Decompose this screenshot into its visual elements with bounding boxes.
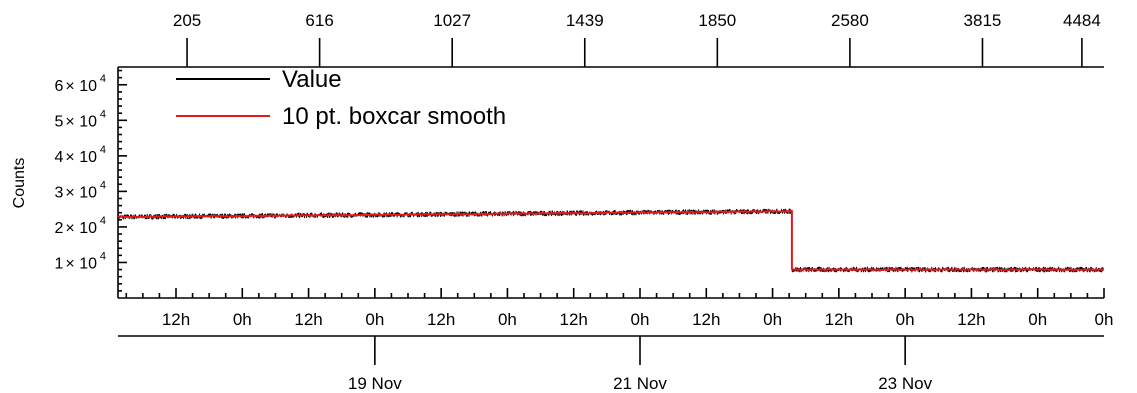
top-tick-label: 616 — [305, 11, 333, 30]
x-tick-label: 12h — [162, 310, 190, 329]
y-tick-label: 6 × 10 — [55, 78, 98, 95]
date-tick-label: 21 Nov — [613, 374, 667, 393]
y-tick-label: 5 × 10 — [55, 113, 98, 130]
series-line-value — [117, 208, 1104, 273]
top-tick-label: 205 — [173, 11, 201, 30]
top-tick-label: 3815 — [964, 11, 1002, 30]
y-tick-exponent: 4 — [100, 215, 106, 227]
plot-area — [117, 66, 1104, 337]
x-tick-label: 0h — [631, 310, 650, 329]
x-tick-label: 0h — [233, 310, 252, 329]
top-tick-label: 1850 — [698, 11, 736, 30]
legend-label: Value — [282, 66, 342, 93]
y-tick-exponent: 4 — [100, 250, 106, 262]
y-tick-exponent: 4 — [100, 144, 106, 156]
x-tick-label: 0h — [1028, 310, 1047, 329]
axes-layer: 12h 0h 12h 0h 12h 0h 12h 0h 12h 0h 12h 0h 12h 0h 0h 19 … — [55, 11, 1114, 393]
series-line-smooth — [117, 209, 1105, 272]
x-tick-label: 12h — [692, 310, 720, 329]
series-layer — [117, 208, 1105, 273]
date-tick-label: 19 Nov — [348, 374, 402, 393]
x-tick-label: 0h — [498, 310, 517, 329]
y-tick-label: 4 × 10 — [55, 149, 98, 166]
y-tick-exponent: 4 — [100, 108, 106, 120]
x-tick-label: 12h — [825, 310, 853, 329]
y-tick-exponent: 4 — [100, 179, 106, 191]
x-tick-label: 0h — [365, 310, 384, 329]
top-tick-label: 2580 — [831, 11, 869, 30]
y-tick-label: 1 × 10 — [55, 255, 98, 272]
y-tick-exponent: 4 — [100, 73, 106, 85]
x-tick-label: 12h — [560, 310, 588, 329]
x-tick-label: 12h — [294, 310, 322, 329]
x-tick-label: 0h — [1095, 310, 1114, 329]
x-tick-label: 0h — [763, 310, 782, 329]
legend-label: 10 pt. boxcar smooth — [282, 103, 506, 130]
x-tick-label: 0h — [896, 310, 915, 329]
top-tick-label: 4484 — [1063, 11, 1101, 30]
y-axis-title: Counts — [11, 158, 28, 209]
top-tick-label: 1439 — [566, 11, 604, 30]
top-tick-label: 1027 — [433, 11, 471, 30]
x-tick-label: 12h — [427, 310, 455, 329]
legend: Value 10 pt. boxcar smooth — [176, 66, 506, 130]
y-tick-label: 3 × 10 — [55, 184, 98, 201]
x-tick-label: 12h — [957, 310, 985, 329]
date-tick-label: 23 Nov — [878, 374, 932, 393]
y-tick-label: 2 × 10 — [55, 220, 98, 237]
